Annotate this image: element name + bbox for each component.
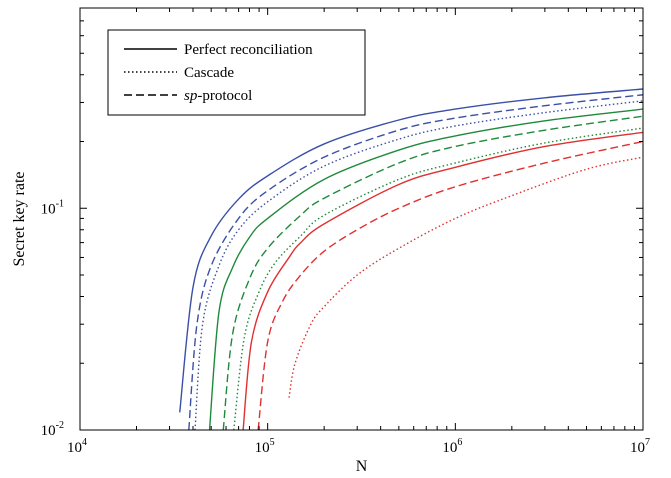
series-line-1-solid [179,88,643,413]
series-line-4-solid [208,108,643,430]
ticks-layer [79,7,644,431]
x-tick-label-1e4: 104 [67,437,87,456]
x-tick-label-1e6: 106 [442,437,462,456]
series-line-6-dotted [233,127,643,430]
legend: Perfect reconciliation Cascade sp-protoc… [107,29,366,116]
legend-label-sp-rest: -protocol [197,88,252,104]
y-tick-label-1e-1: 10-1 [41,198,64,217]
tick-labels-layer: 104 105 106 107 10-2 10-1 [41,198,650,456]
series-layer [179,88,643,430]
x-tick-label-1e5: 105 [255,437,275,456]
series-line-3-dotted [194,100,643,430]
legend-label-perfect-reconciliation: Perfect reconciliation [184,42,313,58]
series-line-2-dashed [188,94,643,430]
legend-label-sp-protocol: sp-protocol [184,88,252,104]
y-tick-label-1e-2: 10-2 [41,420,64,439]
series-line-8-dashed [257,140,643,430]
series-line-7-solid [242,131,643,430]
legend-box [107,29,366,116]
series-line-9-dotted [288,156,643,398]
y-axis-title: Secret key rate [11,171,28,266]
series-line-5-dashed [222,115,643,430]
legend-label-cascade: Cascade [184,65,234,81]
plot-frame [79,7,644,431]
legend-label-sp-italic: sp [184,88,198,104]
x-tick-label-1e7: 107 [630,437,650,456]
x-axis-title: N [356,458,368,475]
